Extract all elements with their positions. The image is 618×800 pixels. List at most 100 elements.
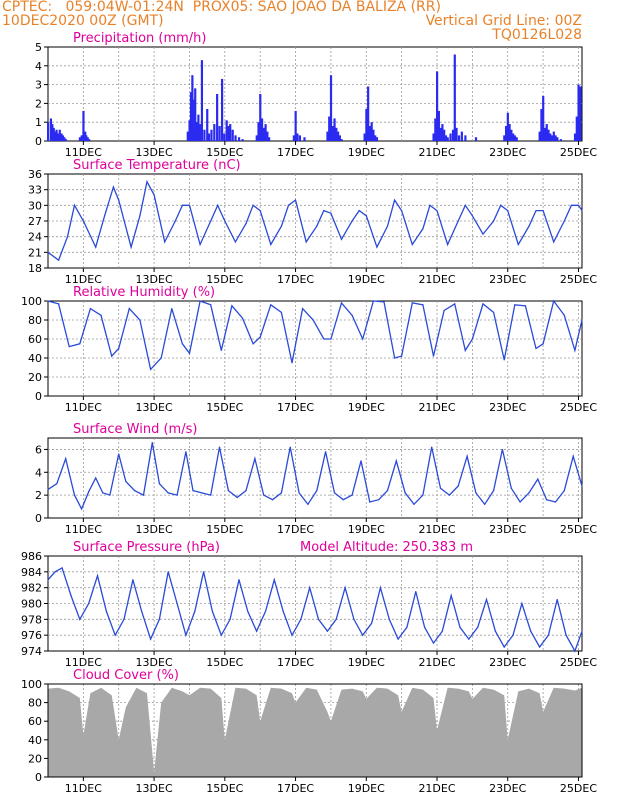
precip-bar — [227, 125, 230, 141]
precip-bar — [540, 109, 543, 141]
series-point — [459, 626, 461, 628]
series-point — [413, 503, 415, 505]
x-tick-label: 19DEC — [348, 273, 385, 286]
series-point — [316, 225, 318, 227]
series-point — [66, 236, 69, 238]
y-tick-label: 33 — [28, 184, 42, 197]
series-point — [174, 220, 176, 222]
series-point — [270, 304, 272, 306]
series-point — [229, 618, 231, 620]
series-point — [554, 501, 557, 503]
series-point — [475, 492, 477, 494]
precip-bar — [78, 137, 82, 141]
y-tick-label: 0 — [35, 512, 42, 525]
series-point — [224, 220, 226, 222]
series-point — [581, 319, 583, 321]
series-point — [307, 503, 309, 505]
series-point — [294, 199, 297, 201]
series-point — [89, 308, 92, 310]
precip-bar — [538, 131, 541, 141]
x-tick-label: 11DEC — [65, 146, 102, 159]
series-point — [103, 215, 106, 217]
precip-bar — [515, 137, 518, 141]
precip-bar — [63, 137, 66, 141]
precip-bar — [203, 129, 206, 141]
precip-bar — [444, 135, 448, 141]
series-point — [252, 204, 254, 206]
series-point — [280, 225, 283, 227]
y-tick-label: 984 — [21, 566, 42, 579]
series-point — [114, 634, 116, 636]
series-point — [538, 646, 541, 648]
series-point — [492, 489, 495, 492]
precip-bar — [213, 124, 216, 141]
series-point — [378, 499, 380, 501]
series-point — [111, 355, 113, 357]
series-point — [379, 587, 382, 589]
series-point — [542, 209, 544, 212]
series-point — [151, 441, 153, 444]
y-tick-label: 5 — [35, 41, 42, 54]
precip-bar — [298, 135, 301, 141]
series-point — [510, 487, 512, 489]
series-point — [79, 618, 81, 620]
precip-bar — [368, 125, 372, 141]
y-tick-label: 40 — [28, 352, 42, 365]
series-point — [88, 602, 90, 605]
x-tick-label: 11DEC — [65, 782, 102, 795]
series-point — [56, 483, 58, 485]
precip-bar — [329, 75, 333, 141]
series-point — [280, 311, 283, 313]
series-point — [340, 238, 343, 240]
series-point — [351, 494, 353, 496]
x-tick-label: 19DEC — [348, 523, 385, 536]
series-point — [139, 215, 141, 217]
series-point — [125, 480, 127, 483]
y-tick-label: 60 — [28, 333, 42, 346]
precip-bar — [207, 133, 211, 141]
series-point — [393, 199, 396, 201]
series-point — [254, 457, 256, 460]
precip-bar — [464, 135, 467, 141]
precip-bar — [303, 137, 306, 141]
precip-bar — [363, 133, 366, 141]
precip-bar — [328, 116, 331, 141]
panel-title: Surface Wind (m/s) — [73, 422, 197, 437]
series-point — [503, 646, 505, 648]
precip-bar — [220, 78, 224, 141]
x-tick-label: 23DEC — [489, 146, 526, 159]
series-point — [432, 642, 435, 644]
series-point — [517, 243, 519, 246]
y-tick-label: 24 — [28, 231, 42, 244]
series-point — [372, 300, 374, 302]
precip-bar — [260, 118, 264, 141]
series-point — [581, 209, 583, 212]
precip-bar — [60, 133, 63, 141]
series-point — [227, 489, 229, 492]
series-line — [47, 442, 583, 511]
series-point — [370, 622, 373, 624]
precip-bar — [51, 124, 54, 141]
series-point — [325, 451, 327, 453]
precip-bar — [545, 124, 548, 141]
precip-bar — [255, 135, 258, 141]
precip-bar — [189, 92, 193, 141]
precip-bar — [85, 135, 88, 141]
precip-bar — [554, 135, 557, 141]
x-tick-label: 17DEC — [277, 782, 314, 795]
precip-bar — [186, 131, 189, 141]
series-point — [395, 460, 397, 462]
x-tick-label: 13DEC — [136, 401, 173, 414]
series-point — [454, 303, 456, 305]
series-point — [477, 626, 479, 628]
x-tick-label: 11DEC — [65, 523, 102, 536]
precip-bar — [49, 118, 53, 141]
x-tick-label: 15DEC — [206, 523, 243, 536]
series-point — [494, 630, 496, 632]
series-point — [149, 638, 152, 640]
series-point — [542, 343, 544, 345]
precip-bar — [504, 125, 508, 141]
series-point — [514, 304, 516, 306]
precip-bar — [543, 127, 547, 141]
precip-bar — [231, 129, 234, 141]
